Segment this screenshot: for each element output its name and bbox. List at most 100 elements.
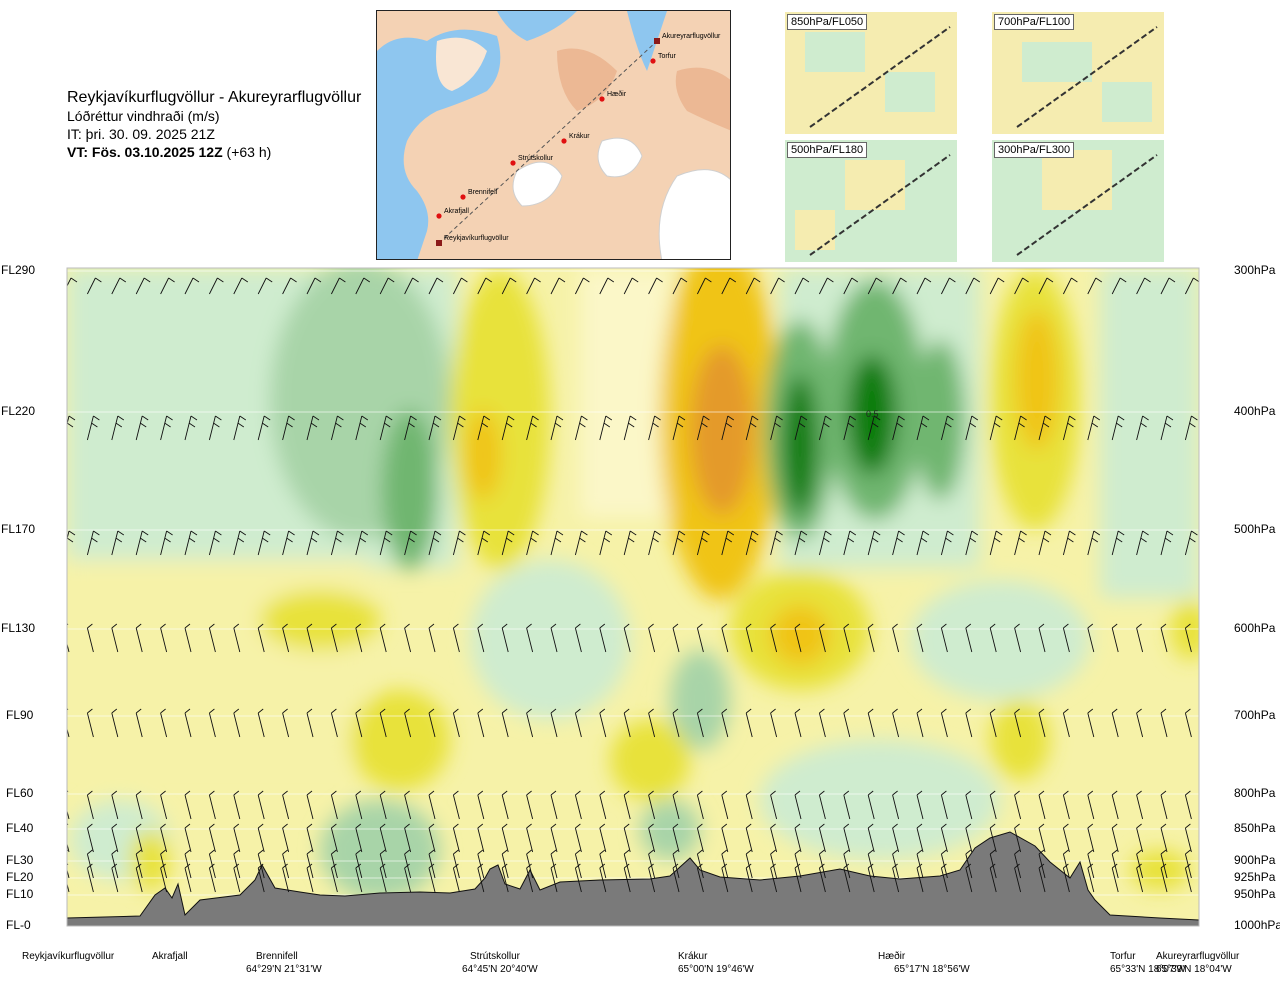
wind-barb	[672, 415, 686, 441]
wind-barb	[818, 415, 832, 441]
wind-barb	[745, 530, 759, 556]
location-name: Brennifell	[256, 951, 298, 962]
wind-barb	[550, 790, 558, 820]
wind-barb	[818, 863, 826, 893]
wind-barb	[892, 708, 900, 738]
wind-barb	[306, 530, 320, 556]
wind-barb	[135, 277, 151, 295]
wind-barb	[989, 623, 997, 653]
wind-barb	[330, 415, 344, 441]
map-point-marker	[436, 213, 442, 219]
wind-barb	[526, 708, 534, 738]
wind-barb	[794, 823, 802, 853]
wind-barb	[672, 530, 686, 556]
map-point-marker	[510, 160, 516, 166]
fl-label: FL60	[6, 786, 34, 800]
location-name: Akrafjall	[152, 951, 188, 962]
wind-barb	[867, 790, 875, 820]
wind-barb	[721, 277, 737, 295]
wind-barb	[477, 530, 491, 556]
wind-barb	[1062, 530, 1076, 556]
wind-barb	[1184, 415, 1198, 441]
wind-barb	[672, 863, 680, 893]
wind-barb	[452, 530, 466, 556]
wind-barb	[428, 530, 442, 556]
wind-barb	[501, 623, 509, 653]
wind-barb	[452, 863, 460, 893]
wind-barb	[574, 708, 582, 738]
fl-label: FL40	[6, 821, 34, 835]
location-name: Hæðir	[878, 951, 906, 962]
wind-barb	[526, 790, 534, 820]
hpa-label: 500hPa	[1234, 522, 1276, 536]
wind-barb	[1184, 790, 1192, 820]
fl-label: FL10	[6, 887, 34, 901]
wind-barb	[1111, 623, 1119, 653]
map-point-label: Strútskollur	[518, 155, 554, 162]
wind-barb	[477, 708, 485, 738]
wind-barb	[867, 623, 875, 653]
wind-barb	[111, 863, 119, 893]
wind-barb	[1160, 623, 1168, 653]
wind-barb	[526, 415, 539, 441]
map-point-marker	[654, 38, 660, 44]
wind-barb	[355, 530, 369, 556]
wind-barb	[574, 863, 582, 893]
wind-barb	[330, 530, 344, 556]
wind-barb	[404, 708, 412, 738]
wind-barb	[379, 415, 393, 441]
contour-label: 0.5	[866, 409, 879, 419]
wind-barb	[282, 863, 290, 893]
fl-label: FL170	[1, 522, 36, 536]
wind-barb	[184, 863, 192, 893]
wind-barb	[574, 530, 588, 556]
map-point-marker	[460, 194, 466, 200]
wind-barb	[111, 530, 125, 556]
wind-barb	[1087, 823, 1095, 853]
wind-barb	[282, 623, 290, 653]
fl-label: FL290	[1, 263, 36, 277]
wind-barb	[208, 277, 224, 295]
wind-barb	[892, 530, 905, 556]
wind-barb	[477, 790, 485, 820]
wind-barb	[648, 863, 656, 893]
wind-barb	[501, 863, 509, 893]
wind-barb	[1038, 823, 1046, 853]
wind-barb	[599, 623, 607, 653]
wind-barb	[1136, 623, 1144, 653]
wind-barb	[355, 790, 363, 820]
wind-barb	[526, 623, 534, 653]
wind-barb	[745, 277, 761, 295]
wind-barb	[1087, 623, 1095, 653]
location-coord: 65°00'N 19°46'W	[678, 964, 754, 975]
minimap-700-label: 700hPa/FL100	[994, 14, 1075, 30]
wind-barb	[355, 708, 363, 738]
wind-barb	[208, 863, 216, 893]
hpa-label: 600hPa	[1234, 621, 1276, 635]
wind-barb	[916, 708, 924, 738]
wind-barb	[1136, 823, 1144, 853]
wind-barb	[135, 415, 149, 441]
wind-barb	[818, 708, 826, 738]
wind-barb	[916, 277, 932, 295]
wind-barb	[111, 623, 119, 653]
wind-barb	[135, 863, 143, 893]
wind-barb	[696, 623, 704, 653]
wind-barb	[1062, 823, 1070, 853]
wind-barb	[282, 277, 297, 295]
wind-barb	[111, 708, 119, 738]
wind-barb	[135, 623, 143, 653]
wind-barb	[1087, 863, 1095, 893]
wind-barb	[501, 790, 509, 820]
wind-barb	[1136, 530, 1149, 556]
wind-barb	[233, 708, 241, 738]
minimap-500: 500hPa/FL180	[785, 140, 957, 262]
wind-barb	[1160, 790, 1168, 820]
wind-barb	[1014, 623, 1022, 653]
wind-barb	[330, 623, 338, 653]
wind-barb	[550, 863, 558, 893]
wind-barb	[355, 863, 363, 893]
wind-barb	[818, 823, 826, 853]
wind-barb	[111, 415, 125, 441]
wind-barb	[477, 277, 493, 295]
